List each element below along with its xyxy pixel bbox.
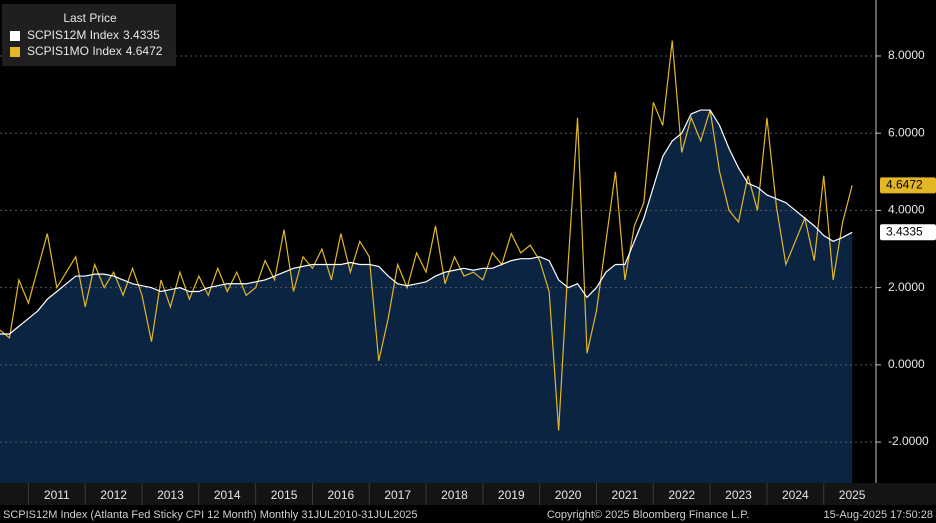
value-tag bbox=[880, 177, 936, 194]
legend-label: SCPIS12M Index 3.4335 bbox=[27, 28, 160, 42]
legend-title: Last Price bbox=[63, 11, 117, 25]
x-tick-label: 2022 bbox=[668, 488, 695, 502]
legend-name: SCPIS12M Index bbox=[27, 28, 119, 42]
footer-band bbox=[0, 505, 936, 523]
value-tag-label: 4.6472 bbox=[886, 178, 923, 192]
legend-name: SCPIS1MO Index bbox=[27, 44, 122, 58]
y-tick-label: 8.0000 bbox=[888, 48, 925, 62]
x-axis-band bbox=[0, 483, 936, 505]
x-tick-label: 2017 bbox=[384, 488, 411, 502]
x-tick-label: 2011 bbox=[44, 488, 70, 502]
legend-swatch bbox=[10, 47, 20, 57]
footer-right: 15-Aug-2025 17:50:28 bbox=[824, 509, 933, 521]
footer-left: SCPIS12M Index (Atlanta Fed Sticky CPI 1… bbox=[3, 509, 418, 521]
value-tag-label: 3.4335 bbox=[886, 224, 923, 238]
legend-value: 3.4335 bbox=[123, 28, 160, 42]
y-tick-label: 6.0000 bbox=[888, 125, 925, 139]
x-tick-label: 2019 bbox=[498, 488, 525, 502]
y-tick-label: 0.0000 bbox=[888, 357, 925, 371]
y-tick-label: -2.0000 bbox=[888, 434, 929, 448]
value-tag bbox=[880, 224, 936, 241]
plot bbox=[0, 40, 876, 483]
line bbox=[0, 109, 853, 335]
legend-label: SCPIS1MO Index 4.6472 bbox=[27, 44, 163, 58]
x-tick-label: 2020 bbox=[555, 488, 582, 502]
x-tick-label: 2016 bbox=[328, 488, 355, 502]
y-tick-label: 4.0000 bbox=[888, 203, 925, 217]
x-tick-label: 2018 bbox=[441, 488, 468, 502]
y-tick-label: 2.0000 bbox=[888, 280, 925, 294]
legend-box bbox=[2, 4, 176, 66]
x-tick-label: 2021 bbox=[612, 488, 639, 502]
legend-value: 4.6472 bbox=[126, 44, 163, 58]
x-tick-label: 2023 bbox=[725, 488, 752, 502]
x-tick-label: 2025 bbox=[839, 488, 866, 502]
x-tick-label: 2024 bbox=[782, 488, 809, 502]
area bbox=[0, 110, 853, 483]
x-tick-label: 2014 bbox=[214, 488, 241, 502]
x-tick-label: 2015 bbox=[271, 488, 298, 502]
x-tick-label: 2012 bbox=[100, 488, 127, 502]
footer-center: Copyright© 2025 Bloomberg Finance L.P. bbox=[547, 509, 749, 521]
legend-swatch bbox=[10, 31, 20, 41]
x-tick-label: 2013 bbox=[157, 488, 184, 502]
